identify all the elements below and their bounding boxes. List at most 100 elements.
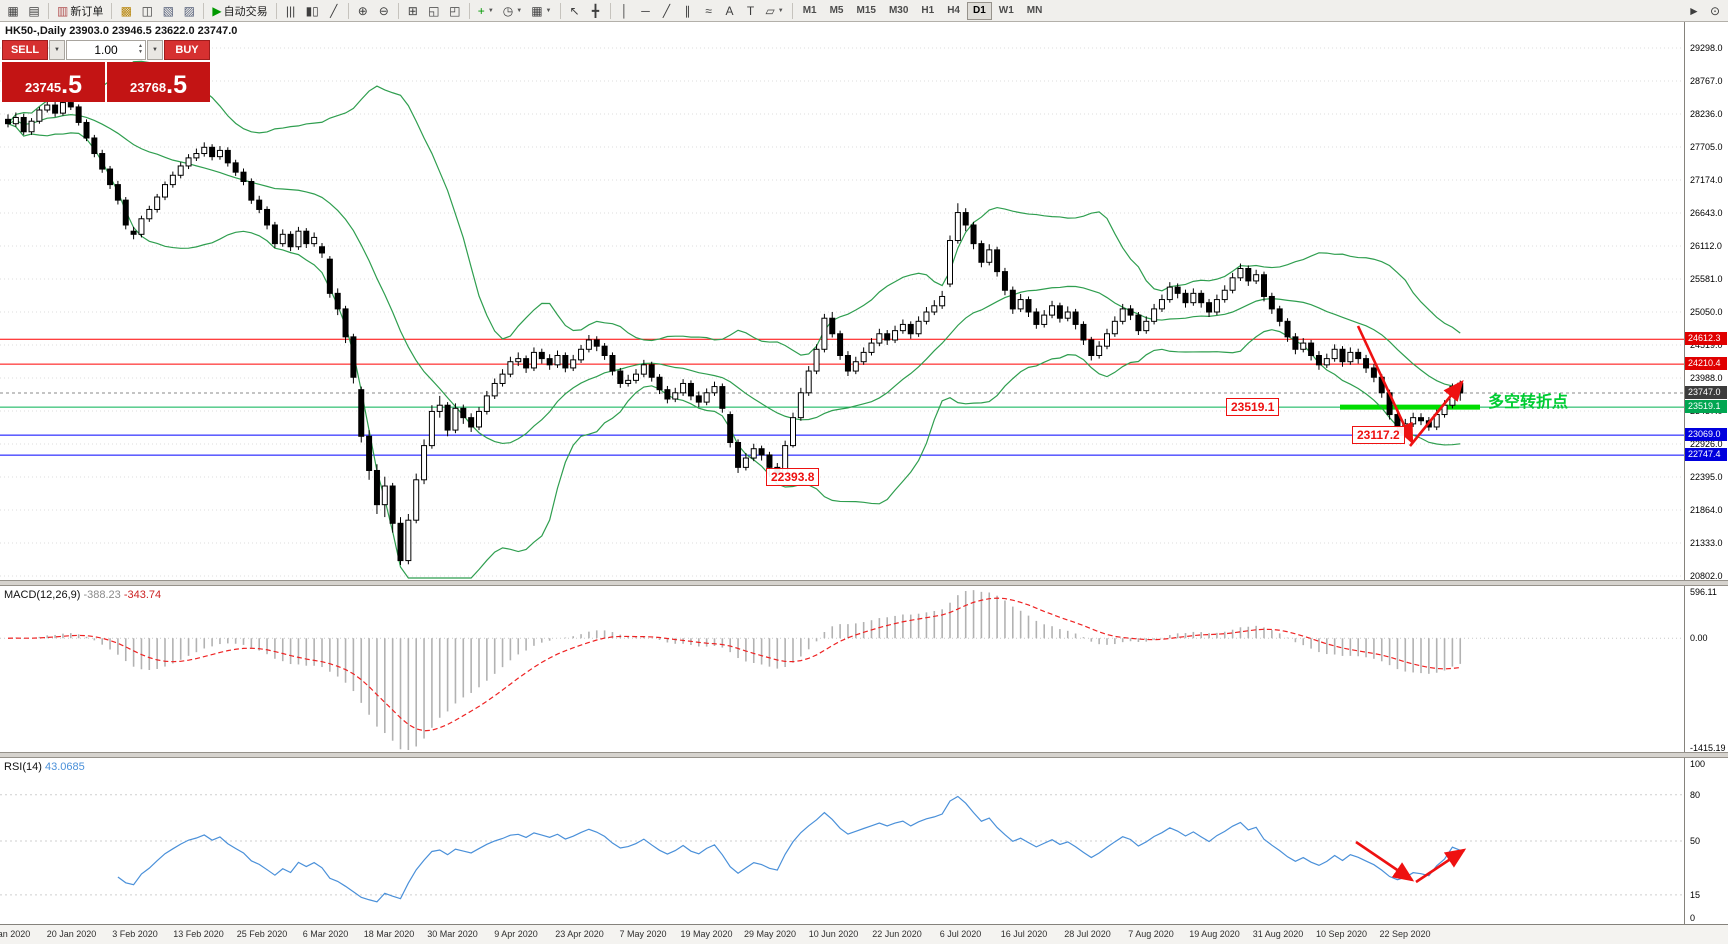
price-digits: 23745 (24, 80, 62, 95)
text-icon[interactable]: A (720, 1, 740, 21)
spin-down-icon[interactable]: ▼ (138, 49, 143, 55)
rsi-label: RSI(14) 43.0685 (4, 761, 85, 773)
chart-profiles-icon: ▤ (28, 3, 40, 18)
macd-histogram-value: -388.23 (83, 589, 121, 601)
volume-input[interactable]: 1.00 ▲ ▼ (66, 40, 146, 60)
chart-macd-separator[interactable] (0, 580, 1728, 586)
date-label: 10 Sep 2020 (1315, 929, 1368, 939)
date-label: 2 Jan 2020 (0, 929, 31, 939)
arrange-windows-icon[interactable]: ◰ (445, 1, 465, 21)
new-order-button[interactable]: ▥ 新订单 (53, 1, 107, 21)
trendline-icon[interactable]: ╱ (657, 1, 677, 21)
volume-spinner[interactable]: ▲ ▼ (138, 43, 143, 55)
main-chart-area[interactable] (0, 22, 1684, 580)
shapes-icon: ▱ (765, 3, 775, 18)
toolbar-separator (609, 2, 611, 19)
date-label: 7 Aug 2020 (1128, 929, 1174, 939)
candlestick-chart-icon[interactable]: ▮▯ (302, 1, 323, 21)
date-label: 29 May 2020 (743, 929, 797, 939)
new-chart-icon[interactable]: ▦ (3, 1, 23, 21)
equidistant-channel-icon[interactable]: ∥ (678, 1, 698, 21)
terminal-icon[interactable]: ▨ (179, 1, 199, 21)
date-label: 23 Apr 2020 (555, 929, 604, 939)
toolbar-separator (275, 2, 277, 19)
macd-panel-area[interactable] (0, 586, 1684, 752)
date-label: 6 Mar 2020 (302, 929, 349, 939)
text-label-icon[interactable]: T (741, 1, 761, 21)
toolbar-separator (397, 2, 399, 19)
price-scale-border (1684, 22, 1685, 924)
tile-windows-icon[interactable]: ⊞ (403, 1, 423, 21)
toolbar: ▦ ▤ ▥ 新订单 ▩ ◫ ▧ ▨ ▶ 自动交易 ||| ▮▯ ╱ ⊕ ⊖ ⊞ ◱ ◰ + ▼ ◷ ▼ ▦ ▼ ↖ ╋ │ ─ ╱ ∥ ≈ A… (0, 0, 1728, 22)
buy-options-caret-icon[interactable]: ▼ (147, 40, 163, 60)
bid-price[interactable]: 23745.5 (2, 62, 105, 102)
navigator-icon: ▧ (162, 3, 175, 18)
bar-chart-icon[interactable]: ||| (281, 1, 301, 21)
rsi-panel-area[interactable] (0, 758, 1684, 924)
price-scale[interactable] (1684, 22, 1728, 924)
sell-options-caret-icon[interactable]: ▼ (49, 40, 65, 60)
toolbar-separator (347, 2, 349, 19)
templates-icon[interactable]: ▦ ▼ (527, 1, 555, 21)
macd-rsi-separator[interactable] (0, 752, 1728, 758)
horizontal-line-icon[interactable]: ─ (636, 1, 656, 21)
scroll-to-end-icon[interactable]: ► (1684, 1, 1704, 21)
timeframe-m15[interactable]: M15 (851, 2, 882, 20)
chart-profiles-icon[interactable]: ▤ (24, 1, 44, 21)
cascade-windows-icon[interactable]: ◱ (424, 1, 444, 21)
date-label: 31 Aug 2020 (1252, 929, 1304, 939)
price-digits: .5 (166, 71, 187, 99)
macd-signal-value: -343.74 (123, 589, 162, 601)
line-chart-icon: ╱ (330, 3, 338, 18)
cursor-icon[interactable]: ↖ (565, 1, 585, 21)
timeframe-h1[interactable]: H1 (915, 2, 940, 20)
cascade-windows-icon: ◱ (428, 3, 440, 18)
zoom-in-icon[interactable]: ⊕ (353, 1, 373, 21)
indicators-icon[interactable]: + ▼ (474, 1, 498, 21)
toolbar-separator (468, 2, 470, 19)
chart-title-text: HK50-,Daily 23903.0 23946.5 23622.0 2374… (5, 25, 238, 37)
toolbar-separator (48, 2, 49, 19)
periods-icon[interactable]: ◷ ▼ (499, 1, 526, 21)
date-label: 3 Feb 2020 (112, 929, 158, 939)
timeframe-d1[interactable]: D1 (967, 1, 992, 20)
trendline-icon: ╱ (662, 3, 671, 18)
market-watch-icon[interactable]: ▩ (116, 1, 136, 21)
shapes-icon[interactable]: ▱ ▼ (762, 1, 788, 21)
date-label: 30 Mar 2020 (427, 929, 478, 939)
timeframe-h4[interactable]: H4 (941, 2, 966, 20)
chart-search-icon[interactable]: ⊙ (1705, 1, 1725, 21)
crosshair-icon[interactable]: ╋ (586, 1, 606, 21)
autotrading-button[interactable]: ▶ 自动交易 (208, 1, 271, 21)
arrange-windows-icon: ◰ (449, 3, 461, 18)
vertical-line-icon[interactable]: │ (615, 1, 635, 21)
timeframe-m1[interactable]: M1 (797, 2, 823, 20)
navigator-icon[interactable]: ▧ (158, 1, 178, 21)
new-order-label: 新订单 (70, 5, 104, 18)
sell-button[interactable]: SELL (2, 40, 48, 60)
ask-price[interactable]: 23768.5 (107, 62, 210, 102)
timeframe-mn[interactable]: MN (1021, 2, 1049, 20)
vertical-line-icon: │ (620, 3, 629, 18)
text-label-icon: T (746, 3, 755, 18)
fibonacci-icon[interactable]: ≈ (699, 1, 719, 21)
buy-button[interactable]: BUY (164, 40, 210, 60)
crosshair-icon: ╋ (591, 3, 600, 18)
spin-up-icon[interactable]: ▲ (138, 43, 143, 49)
caret-down-icon: ▼ (487, 7, 494, 14)
date-label: 28 Jul 2020 (1064, 929, 1111, 939)
rsi-value: 43.0685 (44, 761, 85, 773)
new-order-button: ▥ (57, 3, 69, 18)
timeframe-m5[interactable]: M5 (824, 2, 850, 20)
date-label: 22 Jun 2020 (872, 929, 922, 939)
line-chart-icon[interactable]: ╱ (324, 1, 344, 21)
templates-icon: ▦ (531, 3, 543, 18)
timeframe-w1[interactable]: W1 (993, 2, 1020, 20)
chart-search-icon: ⊙ (1709, 3, 1721, 18)
time-axis[interactable]: 2 Jan 2020 20 Jan 2020 3 Feb 2020 13 Feb 20… (0, 924, 1728, 944)
data-window-icon[interactable]: ◫ (137, 1, 157, 21)
timeframe-m30[interactable]: M30 (883, 2, 914, 20)
date-label: 13 Feb 2020 (173, 929, 224, 939)
zoom-out-icon[interactable]: ⊖ (374, 1, 394, 21)
caret-down-icon: ▼ (777, 7, 784, 14)
